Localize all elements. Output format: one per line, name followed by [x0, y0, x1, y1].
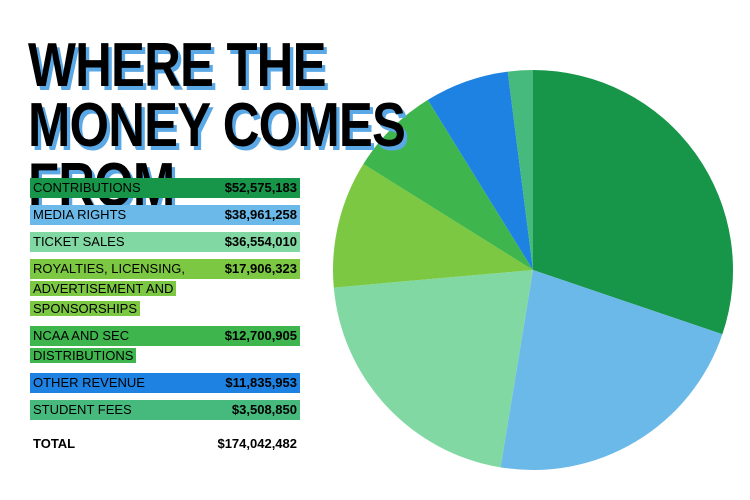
- pie-slice: [500, 270, 723, 470]
- legend-row: NCAA AND SEC DISTRIBUTIONS $12,700,905: [30, 326, 300, 366]
- legend-label: CONTRIBUTIONS: [30, 180, 144, 195]
- legend-label-box: MEDIA RIGHTS: [30, 205, 130, 225]
- pie-slice: [507, 70, 533, 270]
- legend-value: $38,961,258: [224, 207, 297, 222]
- pie-slice: [333, 164, 533, 288]
- total-row: TOTAL $174,042,482: [30, 434, 300, 454]
- legend-value: $12,700,905: [224, 328, 297, 343]
- legend-value: $11,835,953: [225, 375, 297, 390]
- pie-slice: [333, 270, 533, 468]
- legend-value: $17,906,323: [224, 261, 297, 276]
- legend-value: $52,575,183: [224, 180, 297, 195]
- legend-row: CONTRIBUTIONS $52,575,183: [30, 178, 300, 198]
- legend-label: STUDENT FEES: [30, 402, 135, 417]
- legend-label-box: STUDENT FEES: [30, 400, 135, 420]
- legend-value: $36,554,010: [224, 234, 297, 249]
- legend-row: STUDENT FEES $3,508,850: [30, 400, 300, 420]
- pie-slice: [363, 99, 533, 270]
- legend-row: MEDIA RIGHTS $38,961,258: [30, 205, 300, 225]
- legend-label-box: NCAA AND SEC DISTRIBUTIONS: [30, 326, 205, 366]
- total-value: $174,042,482: [217, 436, 297, 451]
- pie-slice: [533, 70, 733, 335]
- legend-row: ROYALTIES, LICENSING, ADVERTISEMENT AND …: [30, 259, 300, 319]
- legend-label-box: ROYALTIES, LICENSING, ADVERTISEMENT AND …: [30, 259, 205, 319]
- legend-value: $3,508,850: [231, 402, 297, 417]
- legend-label: NCAA AND SEC DISTRIBUTIONS: [30, 328, 137, 363]
- legend-row: OTHER REVENUE $11,835,953: [30, 373, 300, 393]
- total-label: TOTAL: [33, 436, 76, 451]
- legend-row: TICKET SALES $36,554,010: [30, 232, 300, 252]
- legend-label-box: CONTRIBUTIONS: [30, 178, 144, 198]
- legend-label: OTHER REVENUE: [30, 375, 148, 390]
- legend-label-box: TICKET SALES: [30, 232, 128, 252]
- legend-table: CONTRIBUTIONS $52,575,183 MEDIA RIGHTS $38,…: [30, 178, 300, 461]
- legend-label: MEDIA RIGHTS: [30, 207, 130, 222]
- legend-label: TICKET SALES: [30, 234, 128, 249]
- legend-label: ROYALTIES, LICENSING, ADVERTISEMENT AND …: [30, 261, 188, 316]
- legend-label-box: OTHER REVENUE: [30, 373, 148, 393]
- pie-slice: [427, 71, 533, 270]
